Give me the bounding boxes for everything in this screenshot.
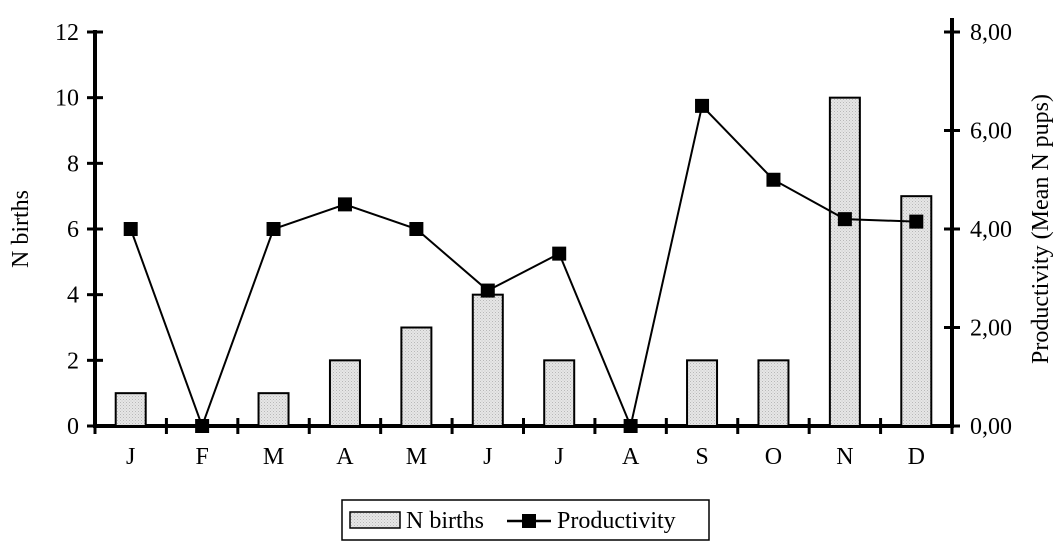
point-productivity-10 [837,212,852,227]
bar-n-births-2 [257,392,290,427]
y-tick-label-right: 2,00 [970,316,1012,342]
point-productivity-6 [552,246,567,261]
y-tick-label-left: 10 [55,86,79,112]
point-productivity-4 [409,222,424,236]
legend-label-productivity: Productivity [557,508,676,534]
point-productivity-7 [623,419,638,433]
axis-labels: 0 2 4 6 8 10 12 0,00 2,00 4,00 6,00 8,00 J F M A M J J A S O N… [8,20,1054,470]
legend-swatch-n-births [349,511,401,529]
legend-swatch-productivity-marker [522,514,536,528]
bar-series [114,96,933,428]
x-tick-label: A [622,444,640,470]
x-tick-label: J [555,444,564,470]
bar-n-births-3 [328,359,361,428]
line-productivity [129,103,917,430]
legend: N births Productivity [341,499,710,541]
x-tick-label: J [483,444,492,470]
y-tick-label-right: 6,00 [970,119,1012,145]
line-series [123,98,924,433]
y-tick-label-left: 8 [67,151,79,177]
x-tick-label: M [263,444,284,470]
bar-n-births-8 [686,359,719,428]
y-tick-label-left: 6 [67,217,79,243]
legend-label-n-births: N births [406,508,484,534]
axes [87,18,960,434]
bar-n-births-4 [400,326,433,427]
y-axis-title-right: Productivity (Mean N pups) [1028,94,1054,364]
bar-n-births-5 [471,293,504,427]
bar-n-births-10 [828,96,861,428]
x-tick-label: A [336,444,354,470]
x-tick-label: F [195,444,208,470]
x-tick-label: M [406,444,427,470]
bar-n-births-9 [757,359,790,428]
point-productivity-5 [480,283,495,298]
y-tick-label-right: 8,00 [970,20,1012,46]
y-tick-label-left: 0 [67,414,79,440]
point-productivity-2 [266,222,281,236]
y-tick-label-left: 12 [55,20,79,46]
bar-n-births-11 [900,195,933,427]
y-tick-label-right: 0,00 [970,414,1012,440]
point-productivity-11 [909,214,924,229]
x-tick-label: O [765,444,782,470]
y-tick-label-left: 4 [67,283,79,309]
point-productivity-9 [766,172,781,187]
bar-n-births-6 [543,359,576,428]
x-tick-label: D [908,444,925,470]
x-tick-label: N [836,444,853,470]
point-productivity-0 [123,222,138,236]
y-tick-label-right: 4,00 [970,217,1012,243]
x-tick-label: S [695,444,708,470]
bar-n-births-0 [114,392,147,427]
point-productivity-1 [195,419,210,433]
point-productivity-8 [695,98,710,113]
y-tick-label-left: 2 [67,348,79,374]
x-tick-label: J [126,444,135,470]
point-productivity-3 [337,197,352,212]
y-axis-title-left: N births [8,190,34,268]
